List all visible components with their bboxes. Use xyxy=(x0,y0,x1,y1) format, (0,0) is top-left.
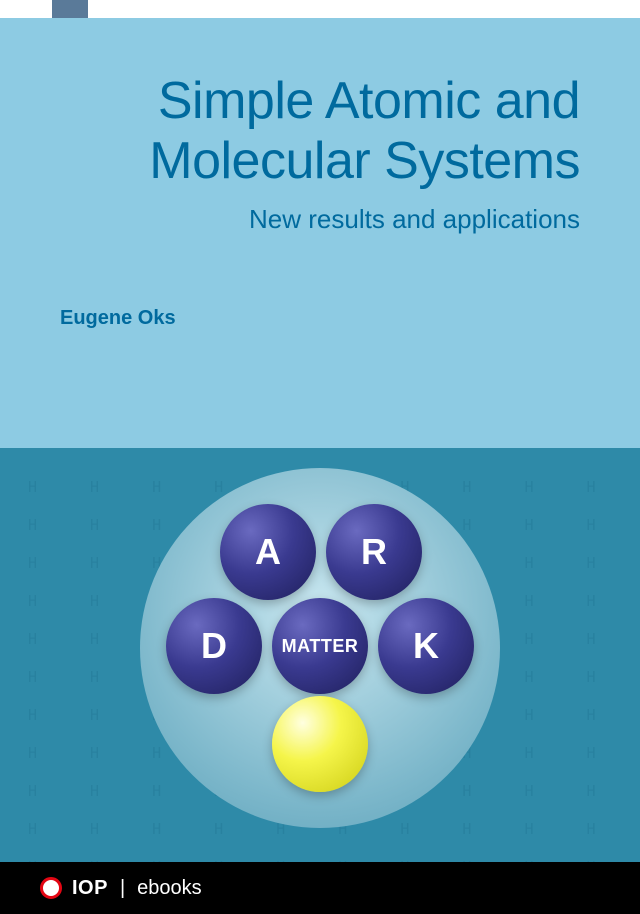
sphere-k: K xyxy=(378,598,474,694)
sphere-label: D xyxy=(201,625,227,667)
author: Eugene Oks xyxy=(60,307,580,330)
sphere-d: D xyxy=(166,598,262,694)
lower-panel: H H H H H H H H H H H H H H H H H H H H … xyxy=(0,448,640,914)
sphere-label: K xyxy=(413,625,439,667)
sphere-a: A xyxy=(220,504,316,600)
publisher-name: IOP xyxy=(72,877,108,900)
title-line-2: Molecular Systems xyxy=(149,132,580,190)
sphere-label: A xyxy=(255,531,281,573)
sphere-label: R xyxy=(361,531,387,573)
footer-separator: | xyxy=(120,877,125,900)
title-line-1: Simple Atomic and xyxy=(158,72,580,130)
iop-logo-icon xyxy=(40,877,62,899)
title: Simple Atomic and Molecular Systems xyxy=(60,72,580,192)
sphere-matter: MATTER xyxy=(272,598,368,694)
sphere-label: MATTER xyxy=(282,636,359,657)
sphere-group: A R D MATTER K xyxy=(104,468,536,828)
footer-bar: IOP | ebooks xyxy=(0,862,640,914)
spine-stripe xyxy=(52,0,88,18)
sphere-r: R xyxy=(326,504,422,600)
upper-panel: Simple Atomic and Molecular Systems New … xyxy=(0,18,640,448)
book-cover: Simple Atomic and Molecular Systems New … xyxy=(0,0,640,914)
sphere-yellow xyxy=(272,696,368,792)
series-name: ebooks xyxy=(137,877,202,900)
subtitle: New results and applications xyxy=(60,204,580,235)
